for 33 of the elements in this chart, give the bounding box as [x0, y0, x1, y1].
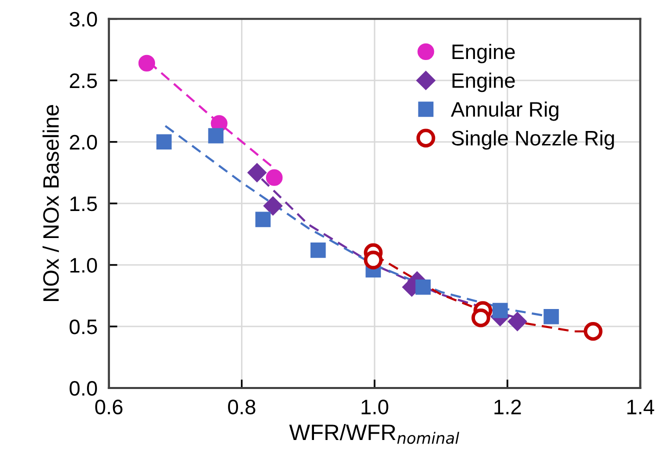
y-tick-label: 2.5	[70, 73, 97, 88]
legend-label: Engine	[452, 72, 515, 92]
x-tick-label: 1.2	[494, 400, 521, 414]
point	[492, 302, 508, 318]
x-tick-label: 1.4	[627, 400, 654, 414]
legend-label: Engine	[452, 44, 515, 64]
y-tick-label: 3.0	[70, 12, 97, 27]
y-tick-label: 0.5	[70, 319, 97, 334]
y-axis-title: NOx / NOx Baseline	[42, 105, 59, 302]
point	[156, 134, 172, 150]
point	[364, 250, 383, 270]
x-tick-label: 0.6	[95, 400, 122, 414]
x-tick-label: 0.8	[228, 400, 256, 414]
point	[247, 163, 267, 182]
point	[310, 242, 326, 258]
y-tick-label: 2.0	[70, 134, 97, 150]
point	[263, 196, 282, 216]
point	[471, 308, 490, 328]
legend-label: Annular Rig	[450, 101, 558, 121]
point	[208, 128, 224, 144]
y-tick-label: 1.0	[70, 258, 97, 273]
y-tick-label: 0.0	[70, 380, 97, 396]
point	[584, 322, 602, 341]
y-tick-label: 1.5	[70, 196, 97, 212]
point	[415, 279, 431, 295]
point	[255, 212, 271, 228]
point	[508, 312, 527, 332]
legend-label: Single Nozzle Rig	[452, 130, 614, 150]
point	[138, 54, 156, 72]
x-axis-title: WFR/WFR$_{nominal}$	[289, 424, 460, 444]
x-tick-label: 1.0	[362, 400, 388, 414]
point	[266, 169, 283, 186]
point	[544, 308, 559, 324]
